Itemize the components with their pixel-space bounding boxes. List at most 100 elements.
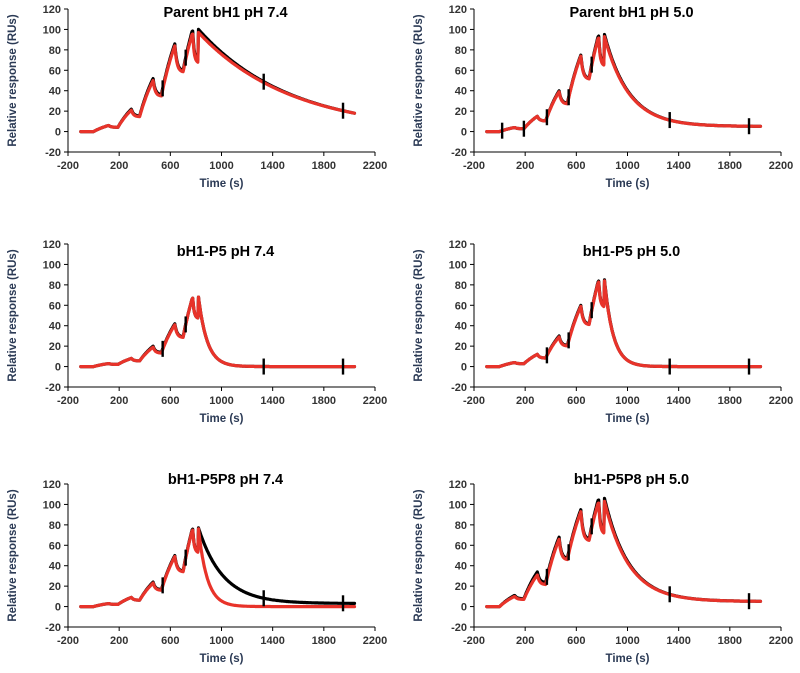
x-tick-label: 1400 (260, 160, 284, 172)
x-tick-label: -200 (463, 395, 485, 407)
y-tick-label: -20 (451, 147, 467, 159)
x-tick-label: -200 (57, 395, 79, 407)
y-tick-label: 20 (455, 106, 467, 118)
y-axis-label: Relative response (RUs) (7, 14, 19, 146)
y-tick-label: 100 (43, 259, 61, 271)
y-tick-label: 120 (449, 479, 467, 491)
y-tick-label: 100 (43, 24, 61, 36)
x-tick-label: 2200 (769, 635, 793, 647)
y-tick-label: 80 (455, 280, 467, 292)
x-tick-label: 1800 (312, 160, 336, 172)
x-tick-label: 1000 (209, 395, 233, 407)
x-tick-label: 600 (161, 635, 179, 647)
fit-curve (485, 35, 763, 134)
y-tick-label: 0 (55, 362, 61, 374)
y-tick-label: 0 (461, 602, 467, 614)
y-tick-label: 60 (49, 300, 61, 312)
x-axis-label: Time (s) (200, 653, 244, 665)
y-tick-label: 100 (449, 499, 467, 511)
x-tick-label: 600 (567, 395, 585, 407)
x-tick-label: 1000 (209, 160, 233, 172)
x-tick-label: 2200 (769, 160, 793, 172)
panel-title: Parent bH1 pH 7.4 (163, 5, 287, 21)
x-tick-label: 1400 (666, 395, 690, 407)
y-tick-label: 60 (455, 540, 467, 552)
x-axis-label: Time (s) (200, 178, 244, 190)
x-tick-label: -200 (463, 160, 485, 172)
y-tick-label: 60 (49, 540, 61, 552)
x-tick-label: 200 (516, 395, 534, 407)
x-tick-label: 600 (161, 160, 179, 172)
x-tick-label: 2200 (769, 395, 793, 407)
y-tick-label: 80 (49, 280, 61, 292)
y-axis-label: Relative response (RUs) (413, 249, 425, 381)
x-axis-label: Time (s) (606, 178, 650, 190)
x-axis-label: Time (s) (606, 413, 650, 425)
y-tick-label: 0 (55, 127, 61, 139)
y-tick-label: 100 (449, 259, 467, 271)
x-tick-label: 1800 (718, 160, 742, 172)
data-curve (79, 27, 357, 134)
x-tick-label: 1000 (209, 635, 233, 647)
y-tick-label: 80 (455, 45, 467, 57)
x-tick-label: 200 (110, 160, 128, 172)
y-tick-label: 20 (455, 341, 467, 353)
x-tick-label: 600 (567, 160, 585, 172)
y-tick-label: 60 (455, 300, 467, 312)
y-tick-label: 60 (455, 65, 467, 77)
y-tick-label: 20 (49, 106, 61, 118)
y-axis-label: Relative response (RUs) (413, 489, 425, 621)
x-tick-label: 1400 (260, 635, 284, 647)
y-tick-label: -20 (45, 622, 61, 634)
data-curve (485, 278, 763, 369)
fit-curve (79, 527, 357, 609)
y-tick-label: 0 (461, 362, 467, 374)
y-tick-label: 0 (55, 602, 61, 614)
y-tick-label: 120 (43, 4, 61, 16)
x-tick-label: 1400 (666, 160, 690, 172)
y-axis-label: Relative response (RUs) (7, 489, 19, 621)
y-tick-label: 100 (449, 24, 467, 36)
y-tick-label: 80 (49, 45, 61, 57)
x-tick-label: 2200 (363, 395, 387, 407)
x-tick-label: 600 (567, 635, 585, 647)
y-tick-label: 120 (43, 239, 61, 251)
x-tick-label: -200 (57, 635, 79, 647)
y-tick-label: -20 (451, 382, 467, 394)
y-tick-label: 120 (43, 479, 61, 491)
panel-title: Parent bH1 pH 5.0 (569, 5, 693, 21)
panel-title: bH1-P5 pH 5.0 (583, 244, 681, 260)
x-tick-label: 2200 (363, 635, 387, 647)
y-tick-label: 40 (49, 561, 61, 573)
x-tick-label: 1000 (615, 395, 639, 407)
x-tick-label: 200 (110, 395, 128, 407)
y-tick-label: 100 (43, 499, 61, 511)
y-tick-label: 20 (49, 581, 61, 593)
y-tick-label: 0 (461, 127, 467, 139)
panel-title: bH1-P5 pH 7.4 (177, 244, 275, 260)
y-tick-label: 40 (455, 321, 467, 333)
x-tick-label: 1000 (615, 635, 639, 647)
y-axis-label: Relative response (RUs) (413, 14, 425, 146)
x-tick-label: 1400 (260, 395, 284, 407)
y-tick-label: -20 (451, 622, 467, 634)
y-tick-label: -20 (45, 382, 61, 394)
y-tick-label: 120 (449, 239, 467, 251)
x-tick-label: 1800 (718, 635, 742, 647)
x-tick-label: -200 (463, 635, 485, 647)
y-axis-label: Relative response (RUs) (7, 249, 19, 381)
y-tick-label: 120 (449, 4, 467, 16)
panel-title: bH1-P5P8 pH 5.0 (574, 472, 689, 488)
fit-curve (485, 279, 763, 369)
y-tick-label: 20 (455, 581, 467, 593)
y-tick-label: 40 (49, 86, 61, 98)
y-tick-label: 40 (455, 86, 467, 98)
x-tick-label: 1800 (312, 635, 336, 647)
y-tick-label: 80 (455, 520, 467, 532)
y-tick-label: 20 (49, 341, 61, 353)
